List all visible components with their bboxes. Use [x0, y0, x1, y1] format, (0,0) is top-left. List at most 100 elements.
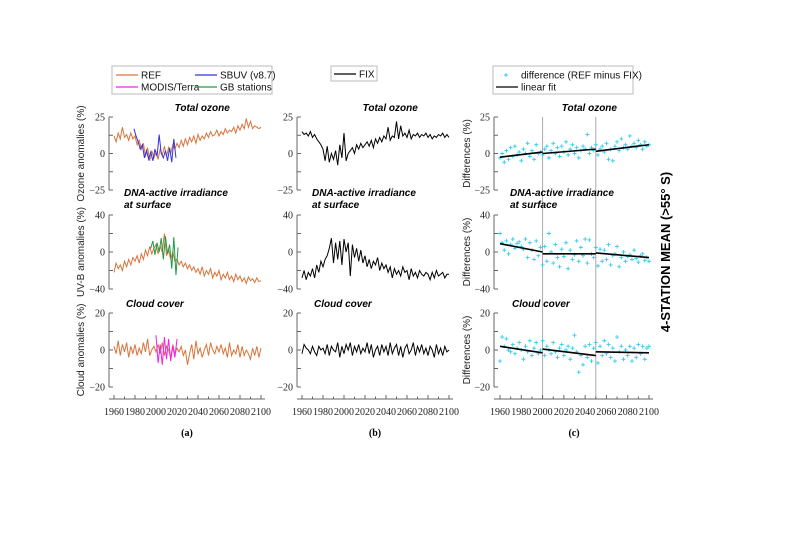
y-axis-label: Differences (%) — [462, 218, 473, 287]
scatter-point — [534, 142, 539, 147]
y-tick-label: 0 — [485, 346, 490, 357]
scatter-point — [500, 151, 505, 156]
scatter-point — [563, 139, 568, 144]
linear-fit-line — [499, 151, 543, 158]
scatter-point — [555, 355, 560, 360]
scatter-point — [517, 340, 522, 345]
scatter-point — [615, 335, 620, 340]
legend-box — [111, 65, 273, 95]
scatter-point — [595, 263, 600, 268]
linear-fit-line — [595, 351, 650, 354]
scatter-point — [640, 344, 645, 349]
scatter-point — [506, 157, 511, 162]
y-tick-label: −25 — [89, 186, 105, 197]
scatter-point — [598, 247, 603, 252]
scatter-point — [612, 144, 617, 149]
panel-label-b: (b) — [369, 428, 381, 439]
scatter-point — [610, 158, 615, 163]
x-tick-label: 1980 — [313, 407, 333, 418]
x-tick-label: 2100 — [439, 407, 459, 418]
scatter-point — [527, 338, 532, 343]
x-tick-label: 2080 — [230, 407, 250, 418]
scatter-point — [557, 154, 562, 159]
scatter-point — [542, 353, 547, 358]
scatter-point — [534, 340, 539, 345]
scatter-point — [570, 257, 575, 262]
x-tick-label: 2020 — [554, 407, 574, 418]
scatter-point — [587, 151, 592, 156]
scatter-point — [619, 136, 624, 141]
scatter-point — [604, 257, 609, 262]
scatter-point — [587, 237, 592, 242]
scatter-point — [644, 346, 649, 351]
scatter-point — [636, 138, 641, 143]
scatter-point — [515, 241, 520, 246]
scatter-point — [606, 242, 611, 247]
scatter-point — [636, 342, 641, 347]
scatter-point — [561, 353, 566, 358]
scatter-point — [606, 342, 611, 347]
scatter-point — [519, 158, 524, 163]
scatter-point — [627, 133, 632, 138]
x-tick-label: 1960 — [104, 407, 124, 418]
scatter-point — [602, 338, 607, 343]
scatter-point — [549, 351, 554, 356]
scatter-point — [632, 141, 637, 146]
y-tick-label: 40 — [480, 211, 490, 222]
scatter-point — [508, 145, 513, 150]
legend-label: SBUV (v8.7) — [220, 71, 276, 82]
scatter-point — [619, 255, 624, 260]
legend-label: difference (REF minus FIX) — [521, 71, 642, 82]
x-tick-label: 1960 — [292, 407, 312, 418]
side-label: 4-STATION MEAN (>55° S) — [658, 172, 673, 332]
scatter-point — [629, 257, 634, 262]
y-axis-label: Differences (%) — [462, 316, 473, 385]
y-tick-label: 0 — [100, 248, 105, 259]
panel-title: Cloud cover — [512, 299, 571, 310]
scatter-point — [508, 349, 513, 354]
linear-fit-line — [595, 252, 650, 259]
scatter-point — [525, 141, 530, 146]
series-line-fix — [301, 342, 450, 358]
series-line-ref — [113, 118, 262, 161]
linear-fit-line — [542, 348, 596, 357]
scatter-point — [623, 142, 628, 147]
y-tick-label: −40 — [474, 285, 490, 296]
scatter-point — [632, 346, 637, 351]
scatter-point — [615, 244, 620, 249]
legend-a: REF SBUV (v8.7) MODIS/Terra GB stations — [111, 65, 276, 95]
scatter-point — [593, 142, 598, 147]
scatter-point — [632, 248, 637, 253]
scatter-point — [504, 148, 509, 153]
y-tick-label: 25 — [95, 113, 105, 124]
scatter-point — [591, 346, 596, 351]
scatter-point — [561, 254, 566, 259]
scatter-point — [610, 346, 615, 351]
scatter-point — [523, 237, 528, 242]
y-tick-label: −25 — [474, 186, 490, 197]
scatter-point — [587, 342, 592, 347]
y-axis-label: UV-B anomalies (%) — [76, 207, 87, 297]
series-line-ref — [113, 338, 262, 365]
scatter-point — [529, 353, 534, 358]
scatter-point — [546, 155, 551, 160]
scatter-point — [572, 151, 577, 156]
y-tick-label: −40 — [277, 285, 293, 296]
y-tick-label: −25 — [277, 186, 293, 197]
legend-label: linear fit — [521, 83, 556, 94]
scatter-point — [640, 251, 645, 256]
scatter-point — [544, 144, 549, 149]
scatter-point — [506, 348, 511, 352]
scatter-point — [642, 139, 647, 144]
scatter-point — [642, 357, 647, 362]
y-tick-label: 25 — [480, 113, 490, 124]
legend-c: difference (REF minus FIX)linear fit — [492, 65, 642, 95]
scatter-point — [595, 152, 600, 157]
scatter-point — [600, 353, 605, 358]
scatter-point — [557, 264, 562, 269]
panel-title: at surface — [312, 200, 360, 211]
panel-title: DNA-active irradiance — [510, 188, 614, 199]
